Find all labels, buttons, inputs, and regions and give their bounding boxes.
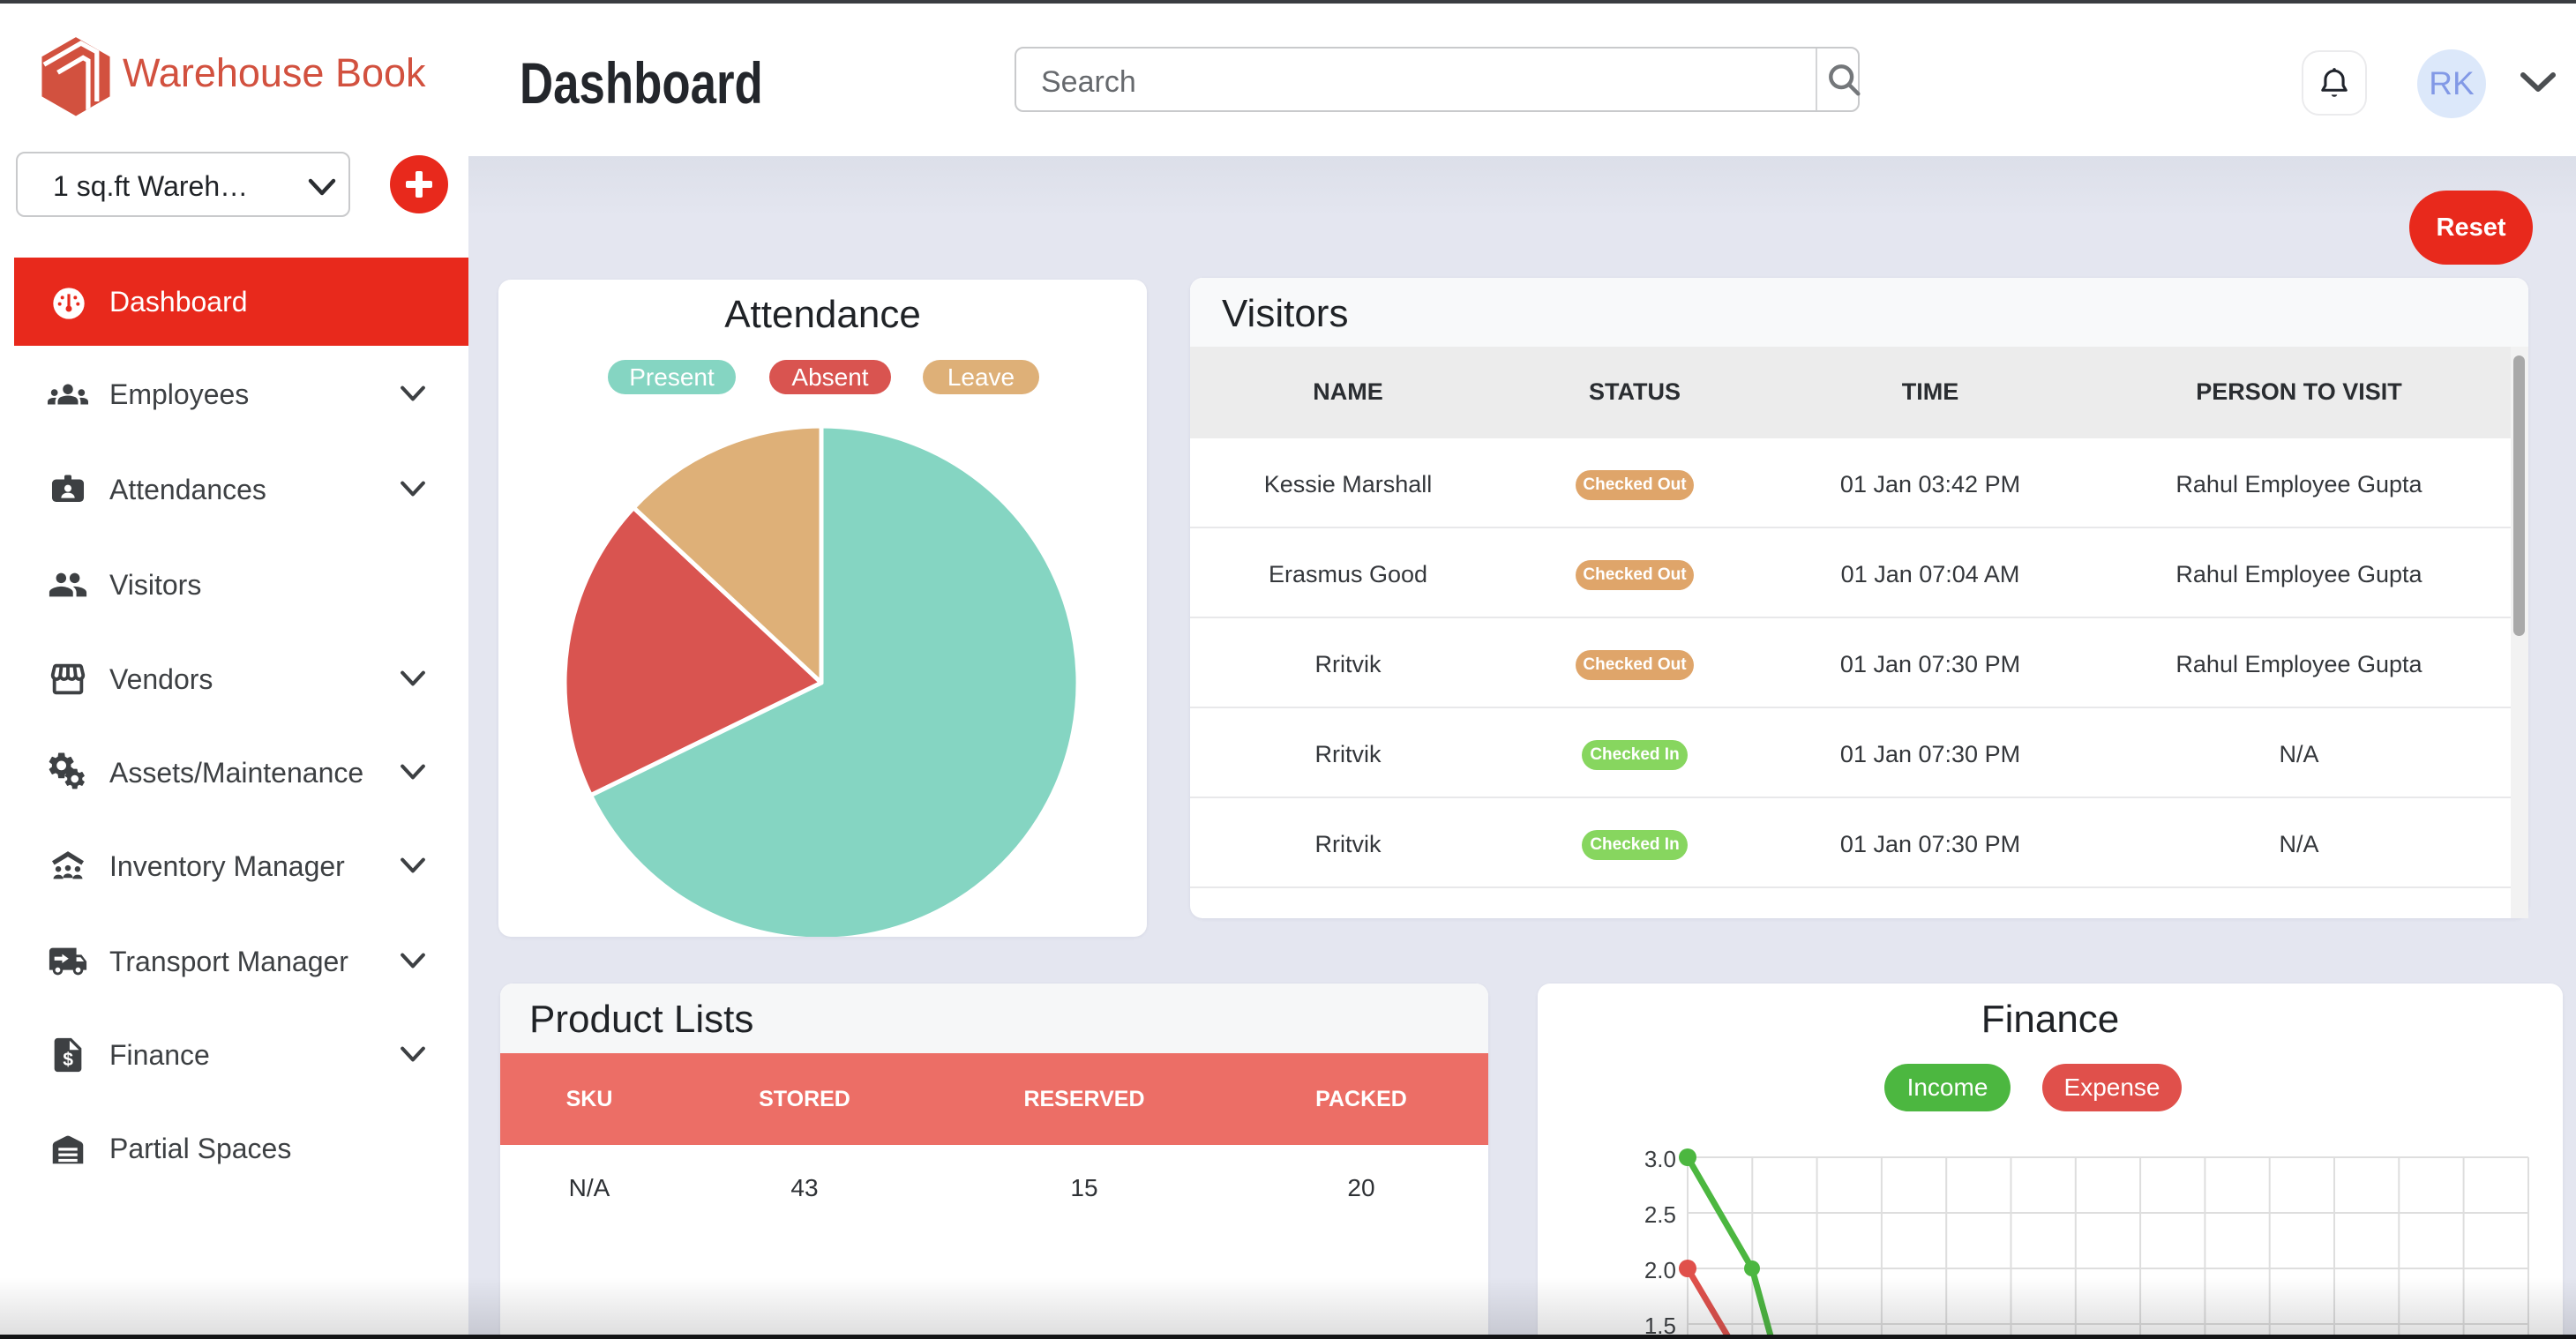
svg-text:3.0: 3.0 <box>1644 1146 1676 1172</box>
svg-text:$: $ <box>63 1050 73 1070</box>
svg-text:2.0: 2.0 <box>1644 1257 1676 1283</box>
svg-text:2.5: 2.5 <box>1644 1201 1676 1228</box>
